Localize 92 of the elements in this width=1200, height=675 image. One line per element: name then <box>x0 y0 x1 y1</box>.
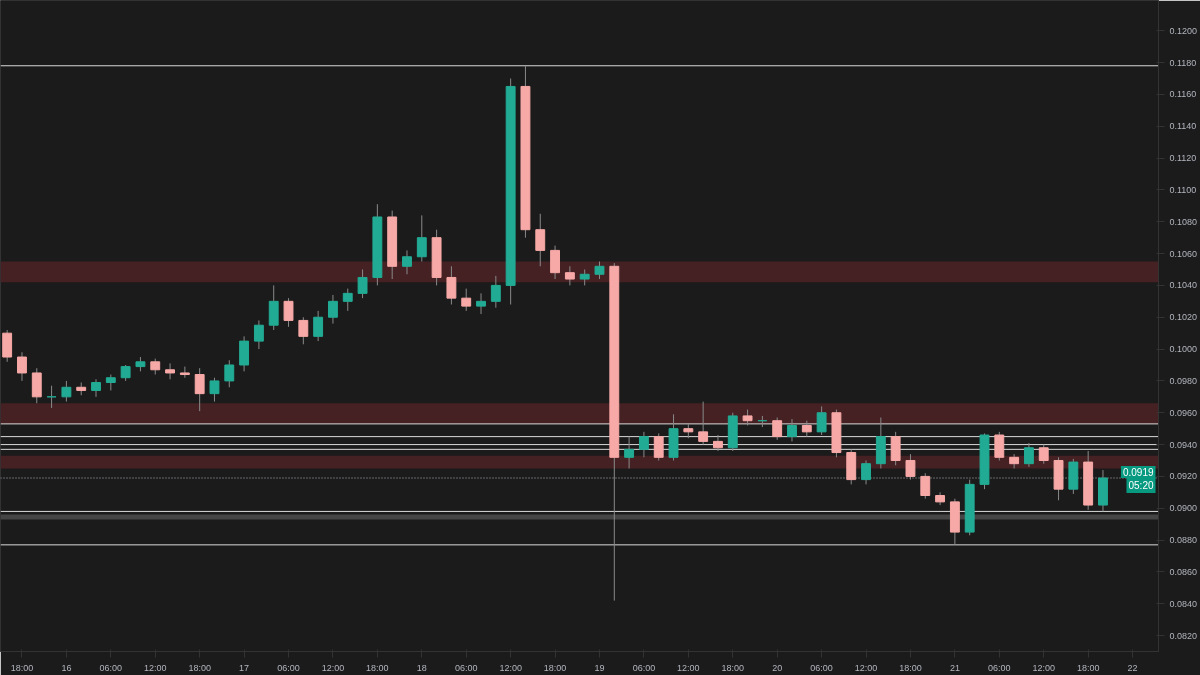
candlestick <box>564 265 575 286</box>
candlestick <box>253 319 264 350</box>
x-tick-label: 20 <box>772 662 783 673</box>
candlestick <box>357 269 368 299</box>
y-tick-label: 0.1120 <box>1169 153 1197 164</box>
candlestick <box>342 288 353 312</box>
x-tick-label: 22 <box>1127 662 1138 673</box>
y-tick-label: 0.1060 <box>1169 248 1198 259</box>
candlestick <box>535 213 546 267</box>
x-tick-label: 18:00 <box>366 662 389 673</box>
candlestick <box>816 405 827 436</box>
y-tick-label: 0.1100 <box>1169 184 1197 195</box>
candlestick <box>416 214 427 263</box>
candlestick <box>787 418 797 442</box>
x-tick-label: 06:00 <box>454 662 478 673</box>
x-tick-label: 18:00 <box>543 662 567 673</box>
candlestick <box>194 367 205 412</box>
x-tick-label: 16 <box>61 662 72 673</box>
y-tick-label: 0.1180 <box>1169 57 1197 68</box>
candlestick <box>638 431 649 458</box>
x-tick-label: 12:00 <box>499 662 522 673</box>
candlestick <box>1038 444 1049 465</box>
candlestick <box>402 249 412 275</box>
y-tick-label: 0.1200 <box>1169 25 1198 36</box>
candlestick <box>328 294 338 325</box>
y-tick-label: 0.1040 <box>1169 280 1198 291</box>
x-tick-label: 12:00 <box>854 662 878 673</box>
x-tick-label: 12:00 <box>677 662 700 673</box>
candlestick <box>268 284 279 331</box>
candlestick <box>31 367 42 404</box>
candlestick <box>2 329 13 363</box>
x-tick-label: 06:00 <box>632 662 656 673</box>
x-tick-label: 19 <box>594 662 605 673</box>
candlestick <box>861 460 871 485</box>
candlestick <box>17 351 27 382</box>
candlestick <box>476 292 486 315</box>
y-tick-label: 0.0960 <box>1169 407 1198 418</box>
x-tick-label: 06:00 <box>988 662 1011 673</box>
candlestick <box>890 431 901 466</box>
y-tick-label: 0.0880 <box>1169 535 1198 546</box>
candlestick <box>298 316 309 345</box>
candlestick <box>772 417 783 441</box>
candlestick <box>920 472 931 500</box>
candlestick <box>994 431 1005 461</box>
x-tick-label: 18:00 <box>188 662 211 673</box>
ref-line-label: 0.0919 <box>1122 467 1154 479</box>
x-tick-label: 21 <box>949 662 960 673</box>
x-tick-label: 06:00 <box>810 662 833 673</box>
candlestick <box>61 380 72 403</box>
x-tick-label: 18:00 <box>721 662 745 673</box>
candlestick <box>905 453 916 481</box>
y-tick-label: 0.1000 <box>1169 344 1198 355</box>
y-tick-label: 0.0940 <box>1169 439 1198 450</box>
candlestick <box>165 362 175 380</box>
x-tick-label: 17 <box>239 662 250 673</box>
candlestick <box>239 335 250 372</box>
x-tick-label: 18:00 <box>1076 662 1100 673</box>
y-tick-label: 0.1140 <box>1169 121 1197 132</box>
candlestick <box>209 377 220 403</box>
x-tick-label: 18 <box>416 662 427 673</box>
x-tick-label: 12:00 <box>1032 662 1056 673</box>
x-tick-label: 06:00 <box>99 662 123 673</box>
y-tick-label: 0.0980 <box>1169 375 1198 386</box>
y-tick-label: 0.1160 <box>1169 89 1197 100</box>
candlestick <box>446 265 457 306</box>
candlestick <box>313 310 324 342</box>
candlestick <box>698 401 709 446</box>
y-tick-label: 0.1020 <box>1169 312 1198 323</box>
y-tick-label: 0.0840 <box>1169 598 1198 609</box>
candlestick <box>653 432 664 461</box>
candlestick <box>1023 442 1034 468</box>
y-tick-label: 0.0900 <box>1169 503 1198 514</box>
candlestick <box>461 288 472 312</box>
x-tick-label: 18:00 <box>10 662 34 673</box>
annotation: 05:20 <box>1128 480 1154 492</box>
y-tick-label: 0.0920 <box>1169 471 1198 482</box>
y-tick-label: 0.1080 <box>1169 216 1198 227</box>
candlestick <box>179 366 190 379</box>
candlestick <box>550 245 561 280</box>
y-tick-label: 0.0820 <box>1169 630 1198 641</box>
candlestick <box>224 359 235 388</box>
candlestick <box>490 275 501 309</box>
candlestick <box>624 436 635 469</box>
x-tick-label: 12:00 <box>143 662 167 673</box>
x-tick-label: 06:00 <box>277 662 300 673</box>
candlestick <box>713 434 723 452</box>
y-tick-label: 0.0860 <box>1169 566 1198 577</box>
candlestick <box>1009 453 1020 469</box>
candlestick <box>283 297 294 328</box>
x-tick-label: 12:00 <box>321 662 345 673</box>
candlestick <box>91 378 101 398</box>
x-tick-label: 18:00 <box>899 662 922 673</box>
